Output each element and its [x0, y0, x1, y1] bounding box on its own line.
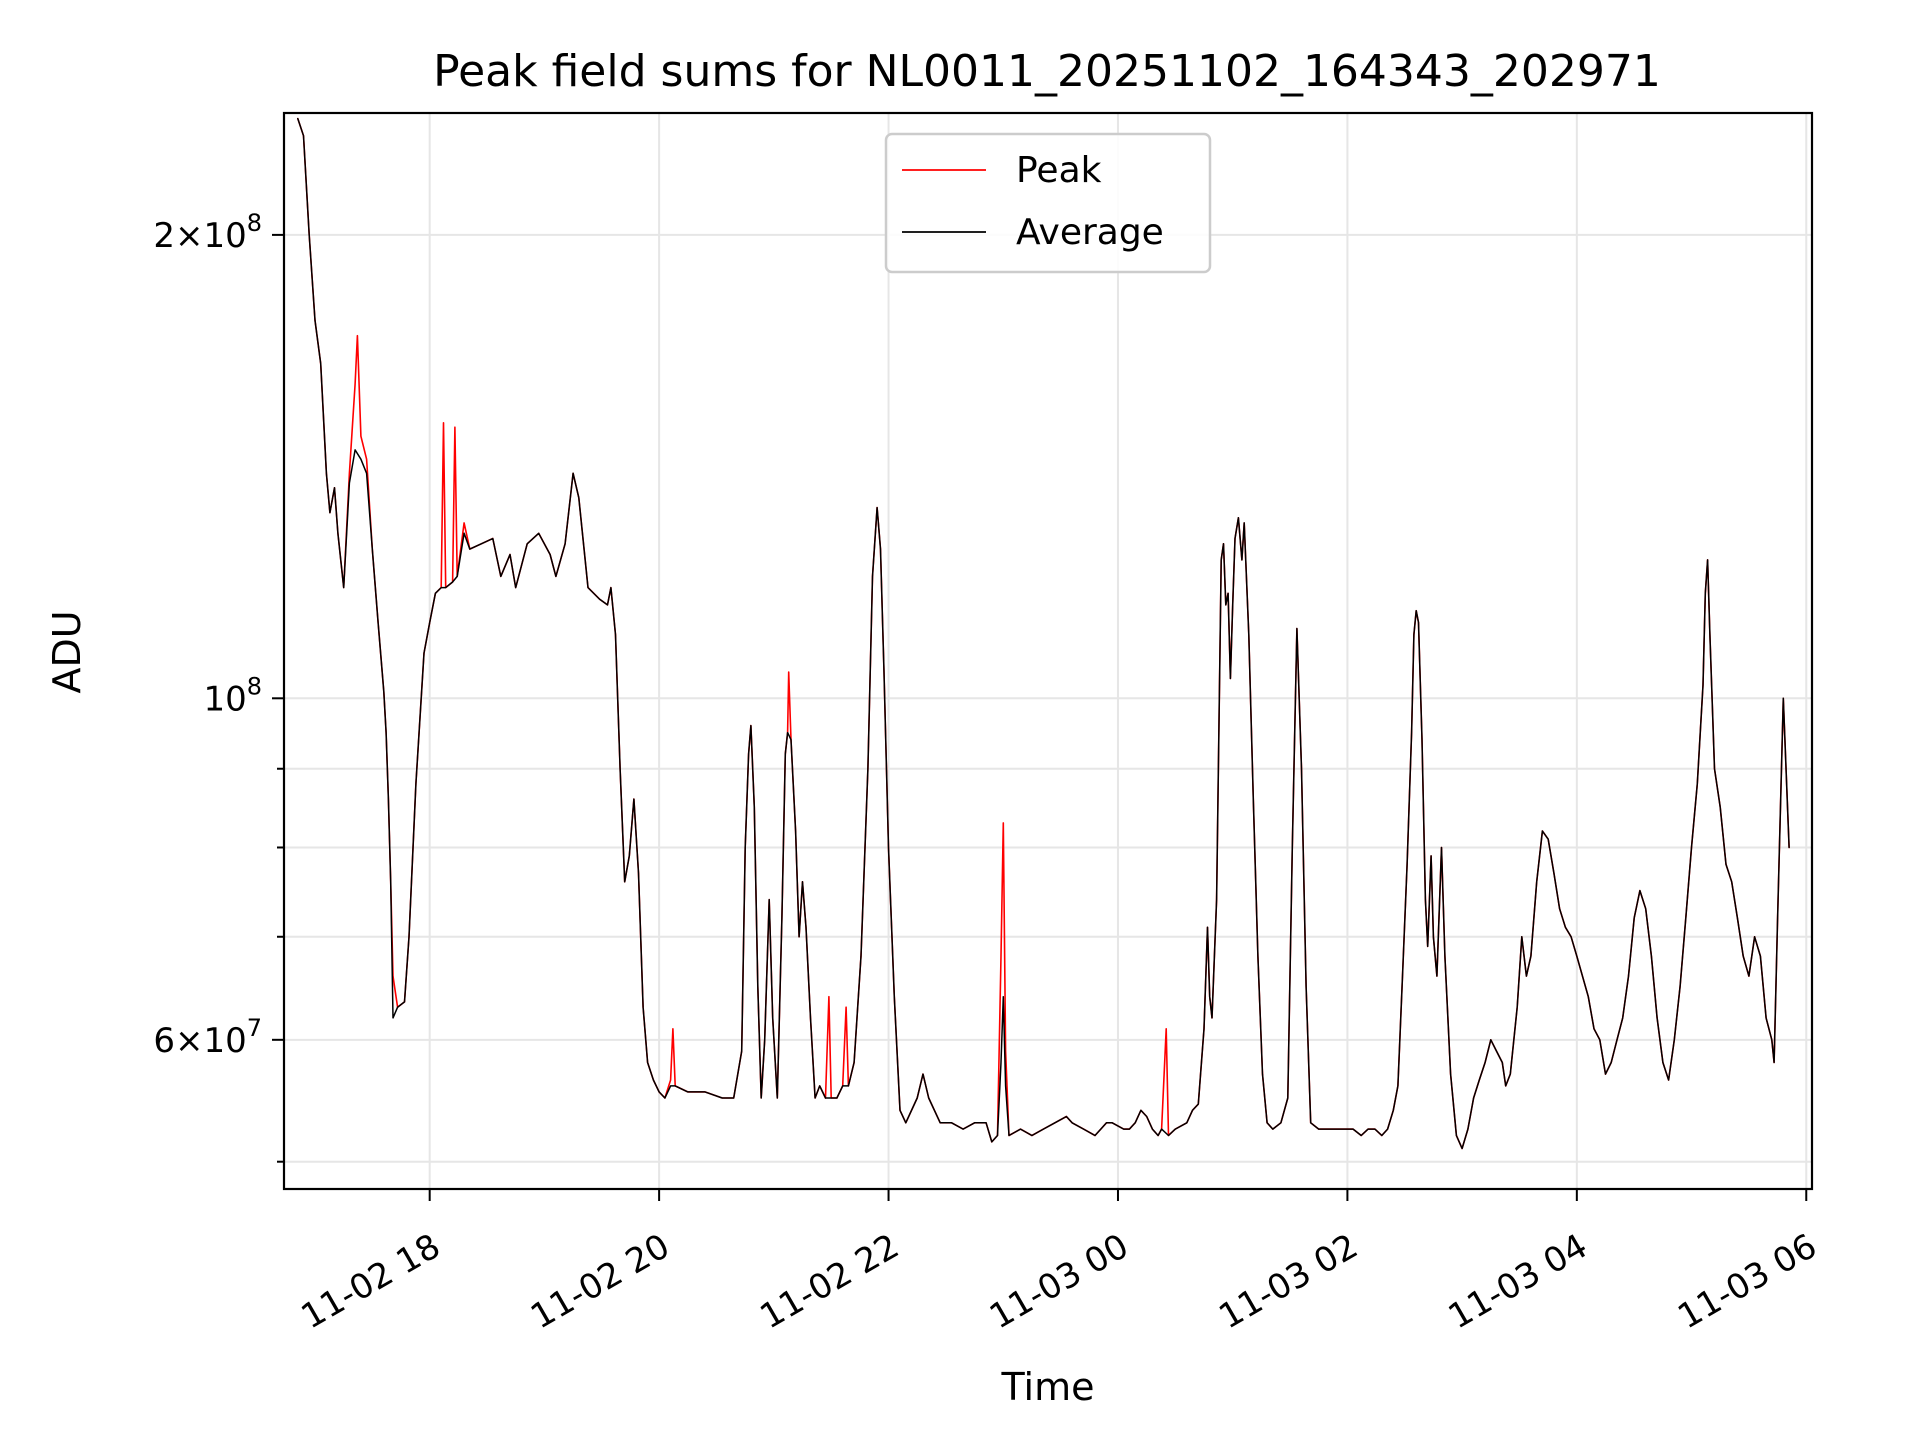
grid — [284, 113, 1812, 1189]
legend-label-peak: Peak — [1016, 150, 1102, 191]
y-axis-label: ADU — [45, 610, 89, 693]
legend: Peak Average — [884, 132, 1212, 274]
legend-box — [884, 132, 1212, 274]
y-tick-label: 2×108 — [153, 209, 262, 256]
plot-frame — [282, 111, 1814, 1191]
series-line-average — [297, 117, 1790, 1150]
x-axis-label: Time — [1001, 1365, 1095, 1409]
chart-title: Peak field sums for NL0011_20251102_1643… — [433, 46, 1661, 97]
legend-label-average: Average — [1016, 212, 1164, 253]
y-axis: 2×108 108 6×107 — [153, 209, 284, 1163]
y-tick-label: 6×107 — [153, 1014, 262, 1061]
y-tick-label: 108 — [203, 672, 262, 719]
series-layer — [297, 117, 1790, 1150]
